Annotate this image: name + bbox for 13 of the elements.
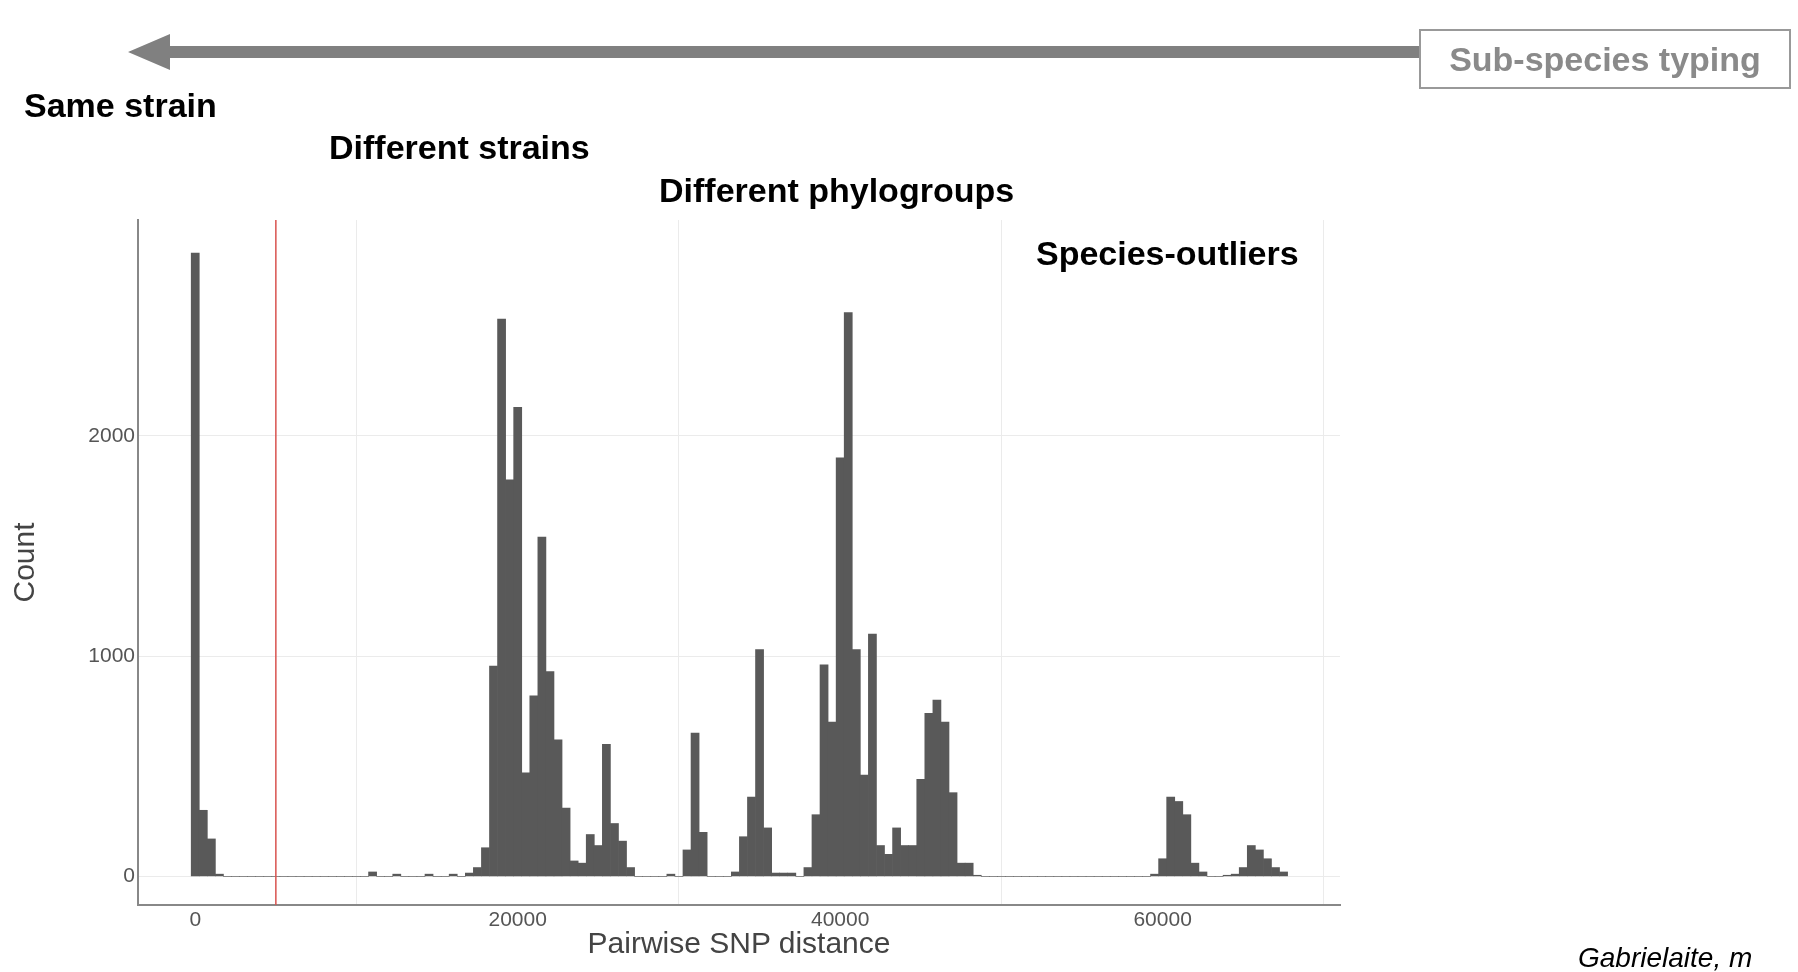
y-axis-title: Count [7, 521, 41, 603]
x-tick-label: 0 [189, 907, 202, 931]
annotation: Species-outliers [1036, 234, 1299, 273]
text: Same strain [24, 86, 217, 125]
x-tick-label: 20000 [488, 907, 547, 931]
text: Different strains [329, 128, 590, 167]
text: Gabrielaite, m [1578, 942, 1753, 972]
y-tick-label: 2000 [88, 422, 135, 446]
text: Different phylogroups [659, 171, 1015, 210]
y-tick-label: 1000 [88, 642, 135, 666]
x-tick-label: 60000 [1133, 907, 1192, 931]
y-tick-label: 0 [123, 863, 135, 887]
text: Sub-species typing [1419, 29, 1791, 89]
